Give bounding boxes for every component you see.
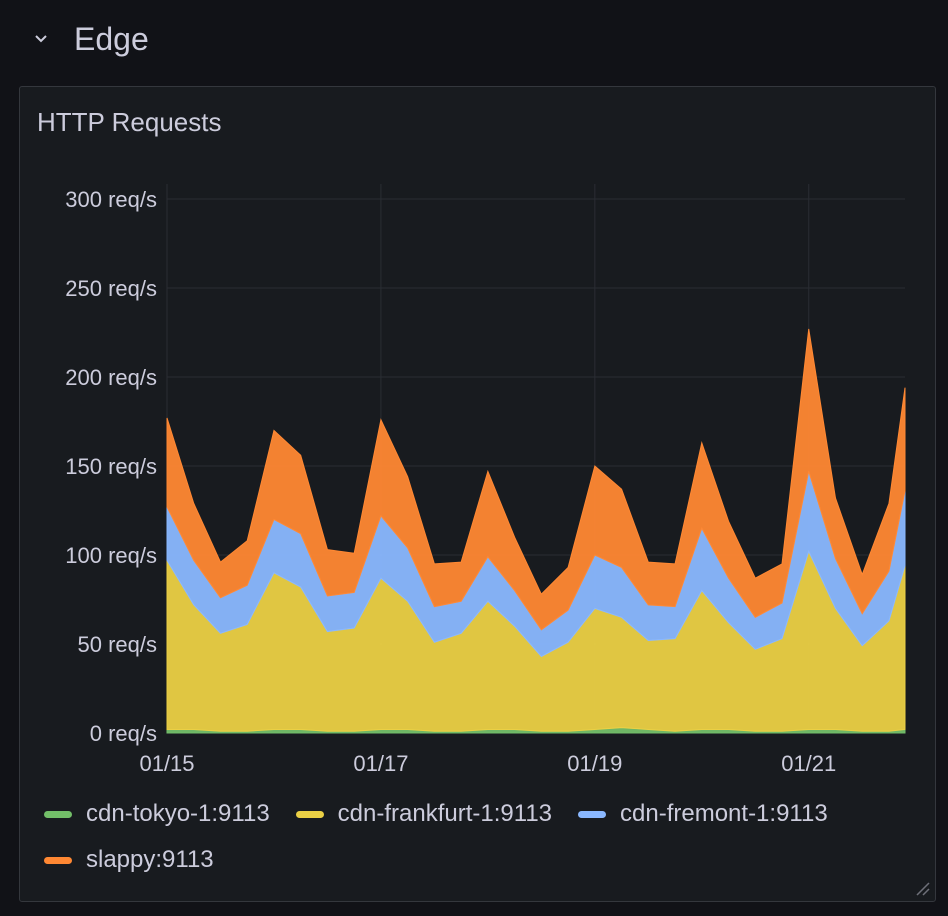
legend-item[interactable]: cdn-frankfurt-1:9113 — [295, 797, 553, 831]
y-tick-label: 0 req/s — [90, 721, 157, 746]
chart-legend: cdn-tokyo-1:9113 cdn-frankfurt-1:9113 cdn-… — [44, 797, 924, 877]
legend-swatch — [44, 810, 72, 818]
y-tick-label: 100 req/s — [65, 543, 157, 568]
chevron-down-icon[interactable] — [30, 28, 52, 50]
x-tick-label: 01/17 — [353, 751, 408, 776]
x-tick-label: 01/15 — [139, 751, 194, 776]
legend-label: cdn-tokyo-1:9113 — [86, 800, 270, 827]
legend-swatch — [295, 810, 324, 818]
panel-title[interactable]: HTTP Requests — [37, 107, 222, 137]
row-title[interactable]: Edge — [74, 20, 149, 57]
y-tick-label: 300 req/s — [65, 187, 157, 212]
row-header[interactable]: Edge — [30, 18, 149, 60]
legend-item[interactable]: slappy:9113 — [44, 843, 214, 877]
legend-swatch — [44, 856, 72, 864]
y-tick-label: 200 req/s — [65, 365, 157, 390]
legend-item[interactable]: cdn-fremont-1:9113 — [578, 797, 828, 831]
x-tick-label: 01/21 — [781, 751, 836, 776]
x-tick-label: 01/19 — [567, 751, 622, 776]
y-tick-label: 50 req/s — [78, 632, 158, 657]
legend-swatch — [578, 810, 607, 818]
legend-label: cdn-frankfurt-1:9113 — [337, 800, 553, 827]
y-tick-label: 250 req/s — [65, 276, 157, 301]
legend-item[interactable]: cdn-tokyo-1:9113 — [44, 797, 270, 831]
legend-label: slappy:9113 — [86, 846, 214, 873]
resize-handle-icon[interactable] — [913, 879, 931, 897]
series-area-3[interactable] — [166, 328, 906, 631]
legend-label: cdn-fremont-1:9113 — [620, 800, 828, 827]
http-requests-panel: HTTP Requests 0 req/s 50 req/s 100 req/s 15… — [19, 86, 936, 902]
time-series-chart[interactable]: 0 req/s 50 req/s 100 req/s 150 req/s 200 req… — [20, 87, 937, 787]
y-tick-label: 150 req/s — [65, 454, 157, 479]
